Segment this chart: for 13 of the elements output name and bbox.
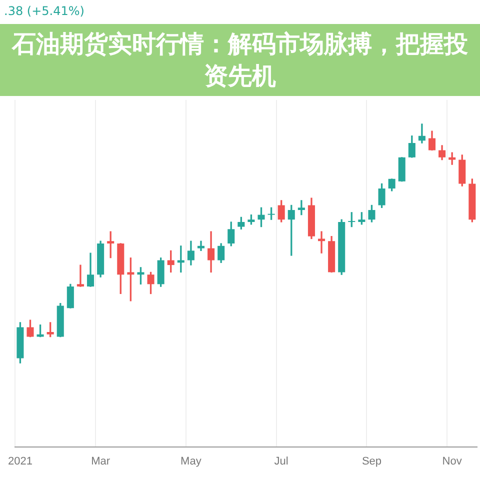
x-tick-label: Jul bbox=[274, 455, 288, 468]
x-tick-label: May bbox=[180, 455, 202, 468]
x-tick-label: Mar bbox=[91, 455, 110, 468]
x-tick-label: Nov bbox=[442, 455, 462, 468]
chart-title: 石油期货实时行情：解码市场脉搏，把握投资先机 bbox=[0, 24, 480, 96]
candlestick bbox=[76, 264, 84, 287]
candlestick bbox=[298, 200, 305, 216]
candlestick bbox=[318, 231, 326, 254]
candlestick bbox=[418, 124, 426, 144]
text: .38 (+5.41%) bbox=[4, 4, 84, 18]
x-tick-label: 2021 bbox=[8, 455, 32, 468]
candlestick bbox=[448, 152, 456, 165]
x-tick-label: Sep bbox=[362, 455, 382, 468]
